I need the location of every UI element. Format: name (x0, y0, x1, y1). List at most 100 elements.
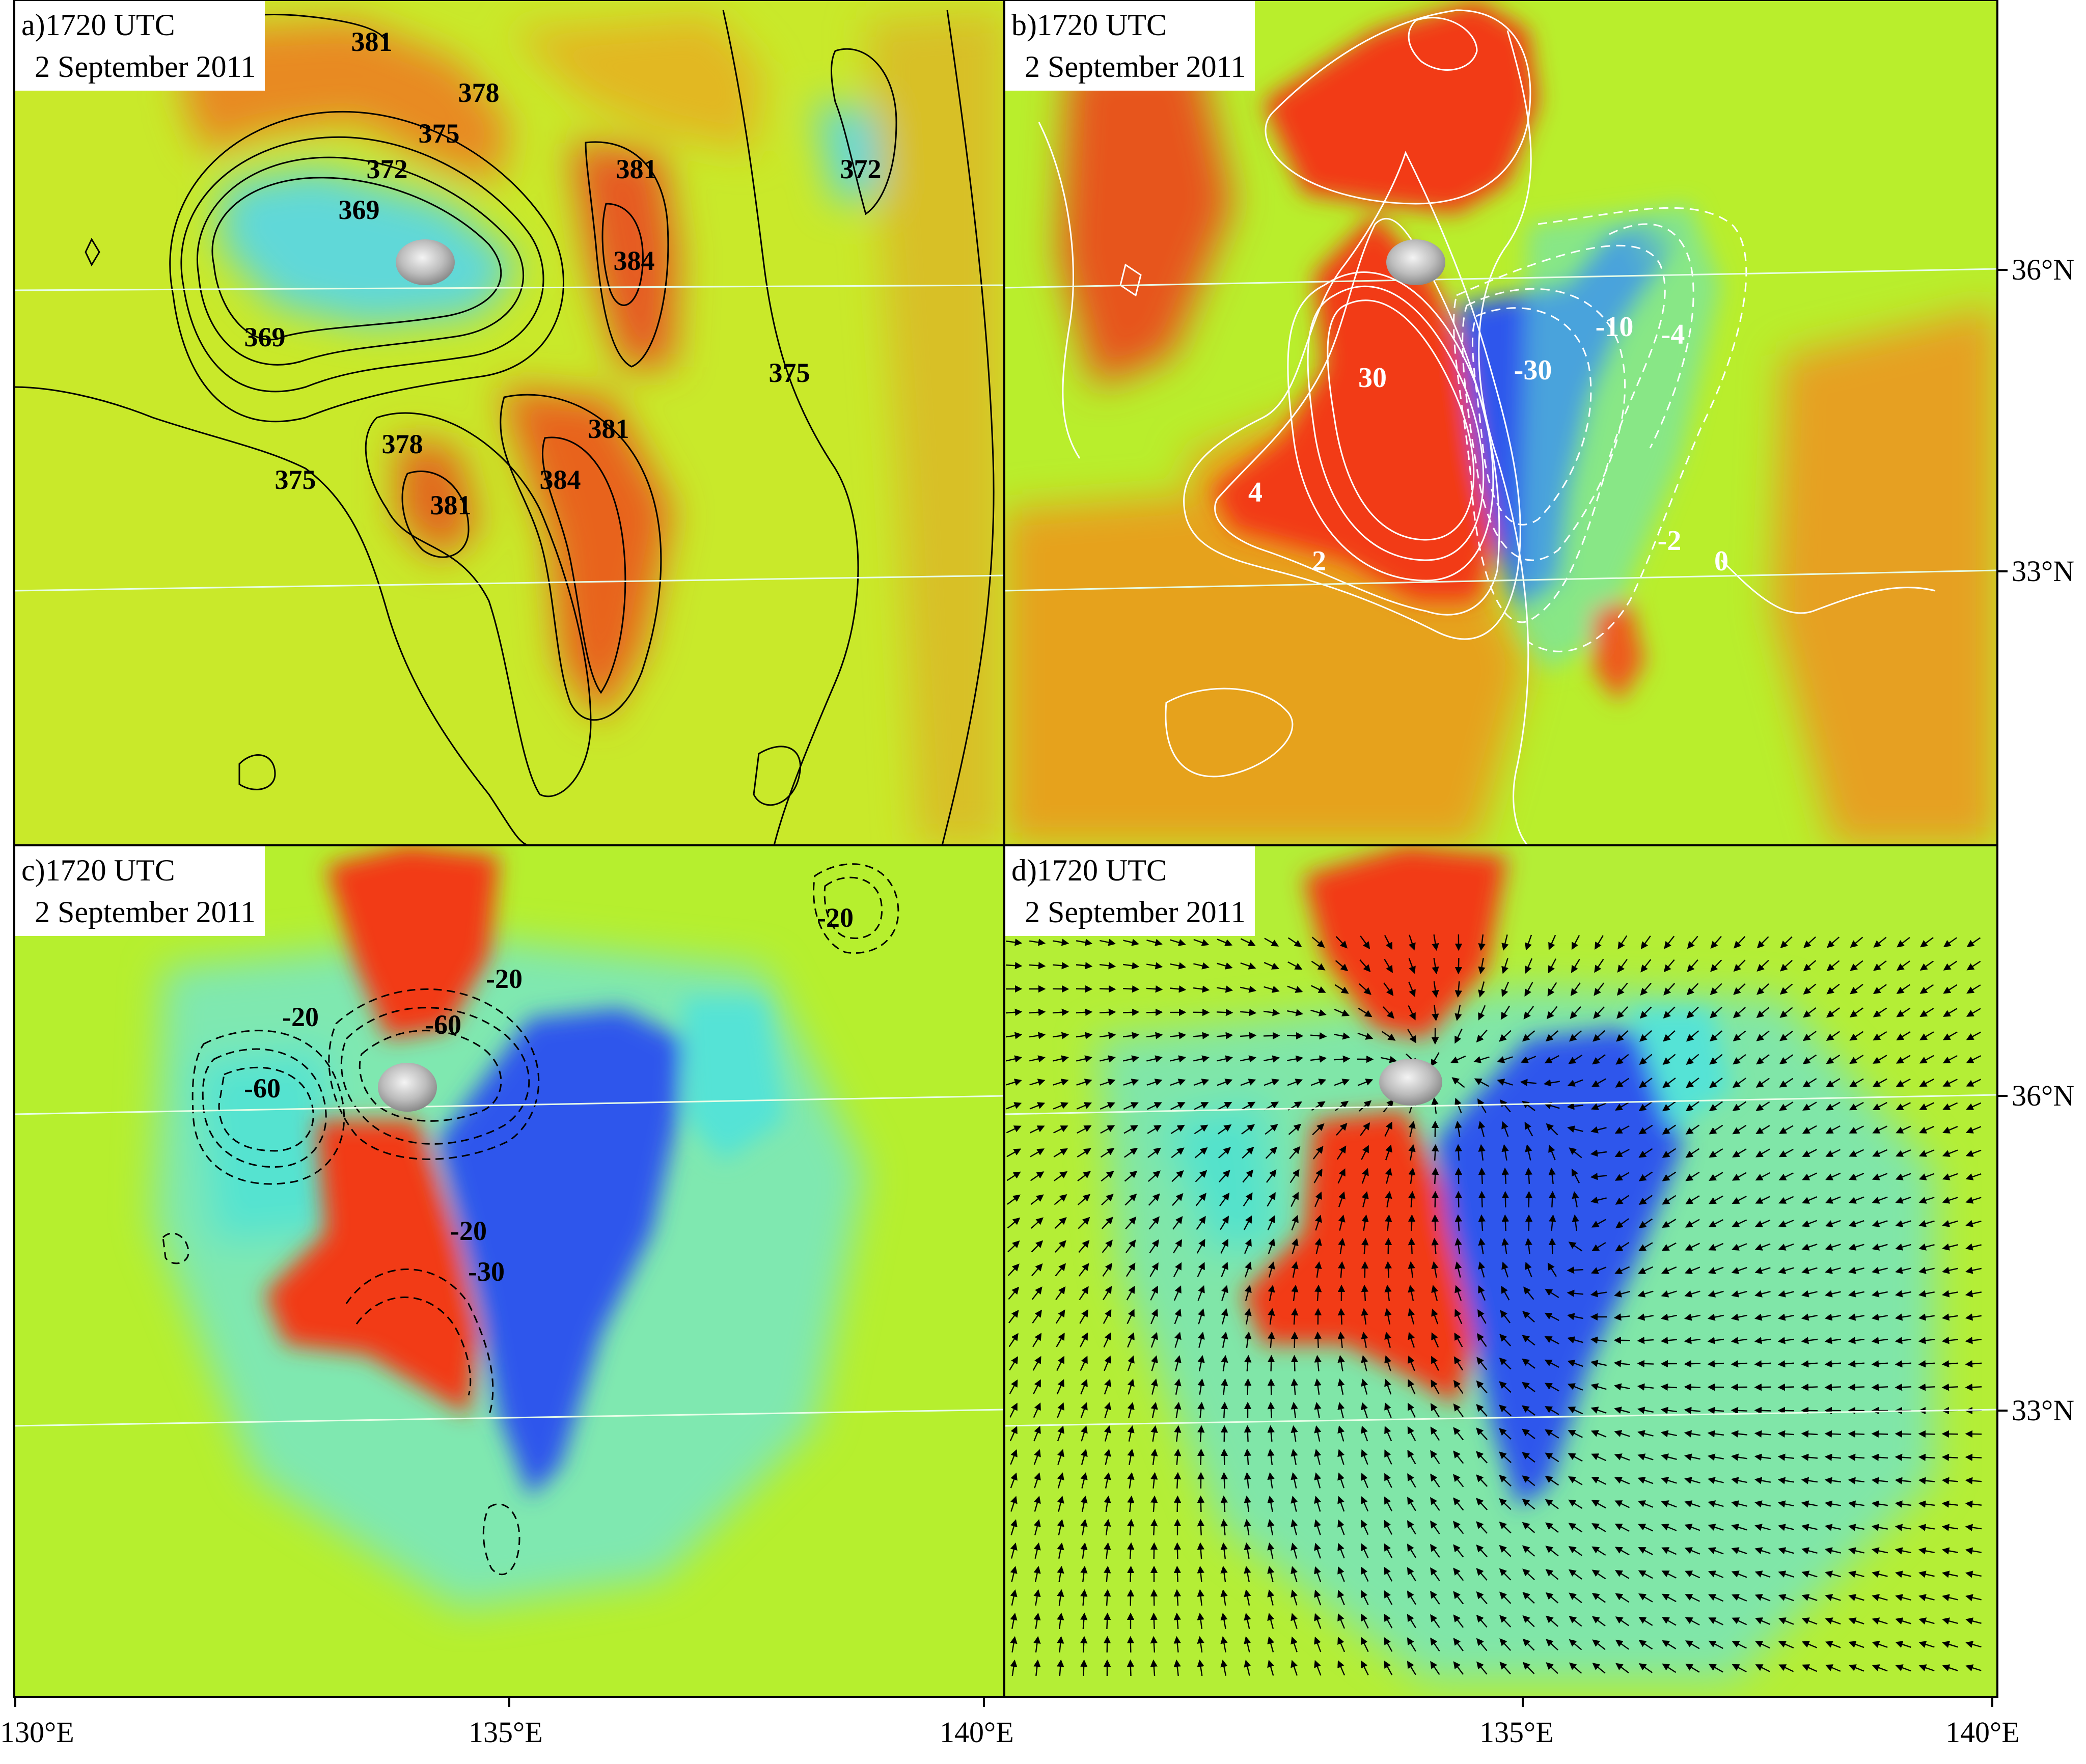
wind-vector-arrow (1146, 962, 1163, 970)
wind-vector-arrow (1637, 1407, 1654, 1414)
wind-vector-arrow (1848, 1337, 1865, 1344)
wind-vector-arrow (1148, 1216, 1160, 1230)
wind-vector-arrow (1099, 1008, 1116, 1016)
wind-vector-arrow (1007, 1263, 1020, 1276)
wind-vector-arrow (1850, 984, 1863, 995)
wind-vector-arrow (1337, 1355, 1345, 1371)
wind-vector-arrow (1660, 1383, 1678, 1391)
wind-vector-arrow (1076, 1102, 1092, 1110)
panel-c-contour-ring-west-2 (218, 1066, 314, 1152)
wind-vector-arrow (1500, 1310, 1511, 1324)
wind-vector-arrow (1431, 1167, 1439, 1184)
wind-vector-arrow (1078, 1263, 1089, 1277)
wind-vector-arrow (1008, 1333, 1019, 1347)
wind-vector-arrow (1244, 1285, 1252, 1301)
wind-vector-arrow (1053, 1079, 1069, 1086)
wind-vector-arrow (1006, 1079, 1022, 1086)
wind-vector-arrow (1572, 1214, 1579, 1231)
wind-vector-arrow (1777, 1383, 1795, 1391)
wind-vector-arrow (1171, 1170, 1184, 1182)
wind-vector-arrow (1076, 1079, 1092, 1086)
wind-vector-arrow (1662, 1171, 1677, 1181)
wind-vector-arrow (1104, 1379, 1111, 1395)
wind-vector-arrow (1288, 1123, 1302, 1135)
wind-vector-arrow (1896, 1007, 1911, 1017)
wind-vector-arrow (1291, 1238, 1299, 1254)
wind-vector-arrow (1896, 1031, 1911, 1041)
wind-vector-arrow (1664, 935, 1675, 949)
wind-vector-arrow (1684, 1360, 1701, 1368)
wind-vector-arrow (1709, 1172, 1723, 1181)
wind-vector-arrow (1779, 1031, 1793, 1041)
wind-vector-arrow (1568, 1242, 1583, 1252)
wind-vector-arrow (1662, 1077, 1676, 1088)
wind-vector-arrow (1501, 1261, 1508, 1278)
wind-vector-arrow (1848, 1453, 1865, 1461)
wind-vector-arrow (1754, 1477, 1771, 1484)
wind-vector-arrow (1478, 1285, 1486, 1301)
wind-vector-arrow (1171, 1147, 1185, 1159)
wind-vector-arrow (1100, 1055, 1116, 1063)
wind-vector-arrow (1267, 1425, 1275, 1442)
wind-vector-arrow (1590, 1290, 1607, 1298)
wind-vector-arrow (1780, 936, 1793, 949)
wind-vector-arrow (1408, 1144, 1416, 1161)
wind-vector-arrow (1314, 1425, 1322, 1442)
wind-vector-arrow (1104, 1472, 1111, 1489)
panel-a-warm-field-northeast (509, 15, 764, 153)
wind-vector-arrow (1918, 1243, 1935, 1251)
wind-vector-arrow (1076, 1008, 1093, 1016)
wind-vector-arrow (1310, 1055, 1327, 1063)
wind-vector-arrow (1803, 1007, 1817, 1018)
wind-vector-arrow (1431, 1332, 1439, 1348)
wind-vector-arrow (1802, 1149, 1817, 1157)
wind-vector-arrow (1150, 1401, 1158, 1418)
panel-a-contour-label: 378 (382, 429, 423, 459)
wind-vector-arrow (1919, 1102, 1935, 1110)
wind-vector-arrow (1150, 1542, 1158, 1559)
wind-vector-arrow (1591, 1054, 1606, 1065)
wind-vector-arrow (1616, 982, 1628, 996)
wind-vector-arrow (1522, 1475, 1535, 1486)
panel-a-contour-label: 381 (588, 414, 629, 444)
wind-vector-arrow (1638, 1171, 1653, 1181)
wind-vector-arrow (1008, 1310, 1019, 1324)
wind-vector-arrow (1077, 1171, 1091, 1181)
wind-vector-arrow (1613, 1360, 1631, 1367)
wind-vector-arrow (1336, 1145, 1347, 1160)
wind-vector-arrow (1755, 1125, 1770, 1135)
wind-vector-arrow (1942, 1220, 1958, 1227)
wind-vector-arrow (1756, 1007, 1770, 1018)
wind-vector-arrow (1314, 1472, 1322, 1489)
wind-vector-arrow (1524, 982, 1533, 997)
panel-a-contour-small-ring-2 (238, 754, 276, 790)
panel-d (1004, 845, 1997, 1697)
wind-vector-arrow (1710, 1007, 1722, 1018)
wind-vector-arrow (1501, 1167, 1509, 1184)
wind-vector-arrow (1499, 1357, 1512, 1370)
wind-vector-arrow (1314, 1261, 1322, 1278)
wind-vector-arrow (1146, 1102, 1162, 1110)
wind-vector-arrow (1848, 1172, 1864, 1180)
wind-vector-arrow (1291, 1192, 1299, 1207)
wind-vector-arrow (1685, 1124, 1700, 1135)
wind-vector-arrow (1965, 1197, 1982, 1204)
wind-vector-arrow (1310, 1009, 1327, 1016)
wind-vector-arrow (1361, 1449, 1368, 1465)
wind-vector-arrow (1454, 1214, 1462, 1231)
wind-vector-arrow (1824, 1453, 1842, 1461)
wind-vector-arrow (1896, 1125, 1911, 1134)
wind-vector-arrow (1291, 1425, 1298, 1442)
wind-vector-arrow (1057, 1472, 1064, 1489)
panel-d-title: d)1720 UTC 2 September 2011 (1005, 846, 1255, 936)
panel-a-warm-field-south (499, 387, 672, 723)
wind-vector-arrow (1193, 962, 1210, 970)
wind-vector-arrow (1054, 1194, 1067, 1205)
wind-vector-arrow (1240, 1032, 1257, 1040)
wind-vector-arrow (1477, 1098, 1487, 1113)
wind-vector-arrow (1545, 1452, 1559, 1463)
wind-vector-arrow (1244, 1425, 1252, 1442)
wind-vector-arrow (1942, 1055, 1958, 1064)
wind-vector-arrow (1361, 1402, 1368, 1418)
wind-vector-arrow (1639, 1030, 1652, 1042)
